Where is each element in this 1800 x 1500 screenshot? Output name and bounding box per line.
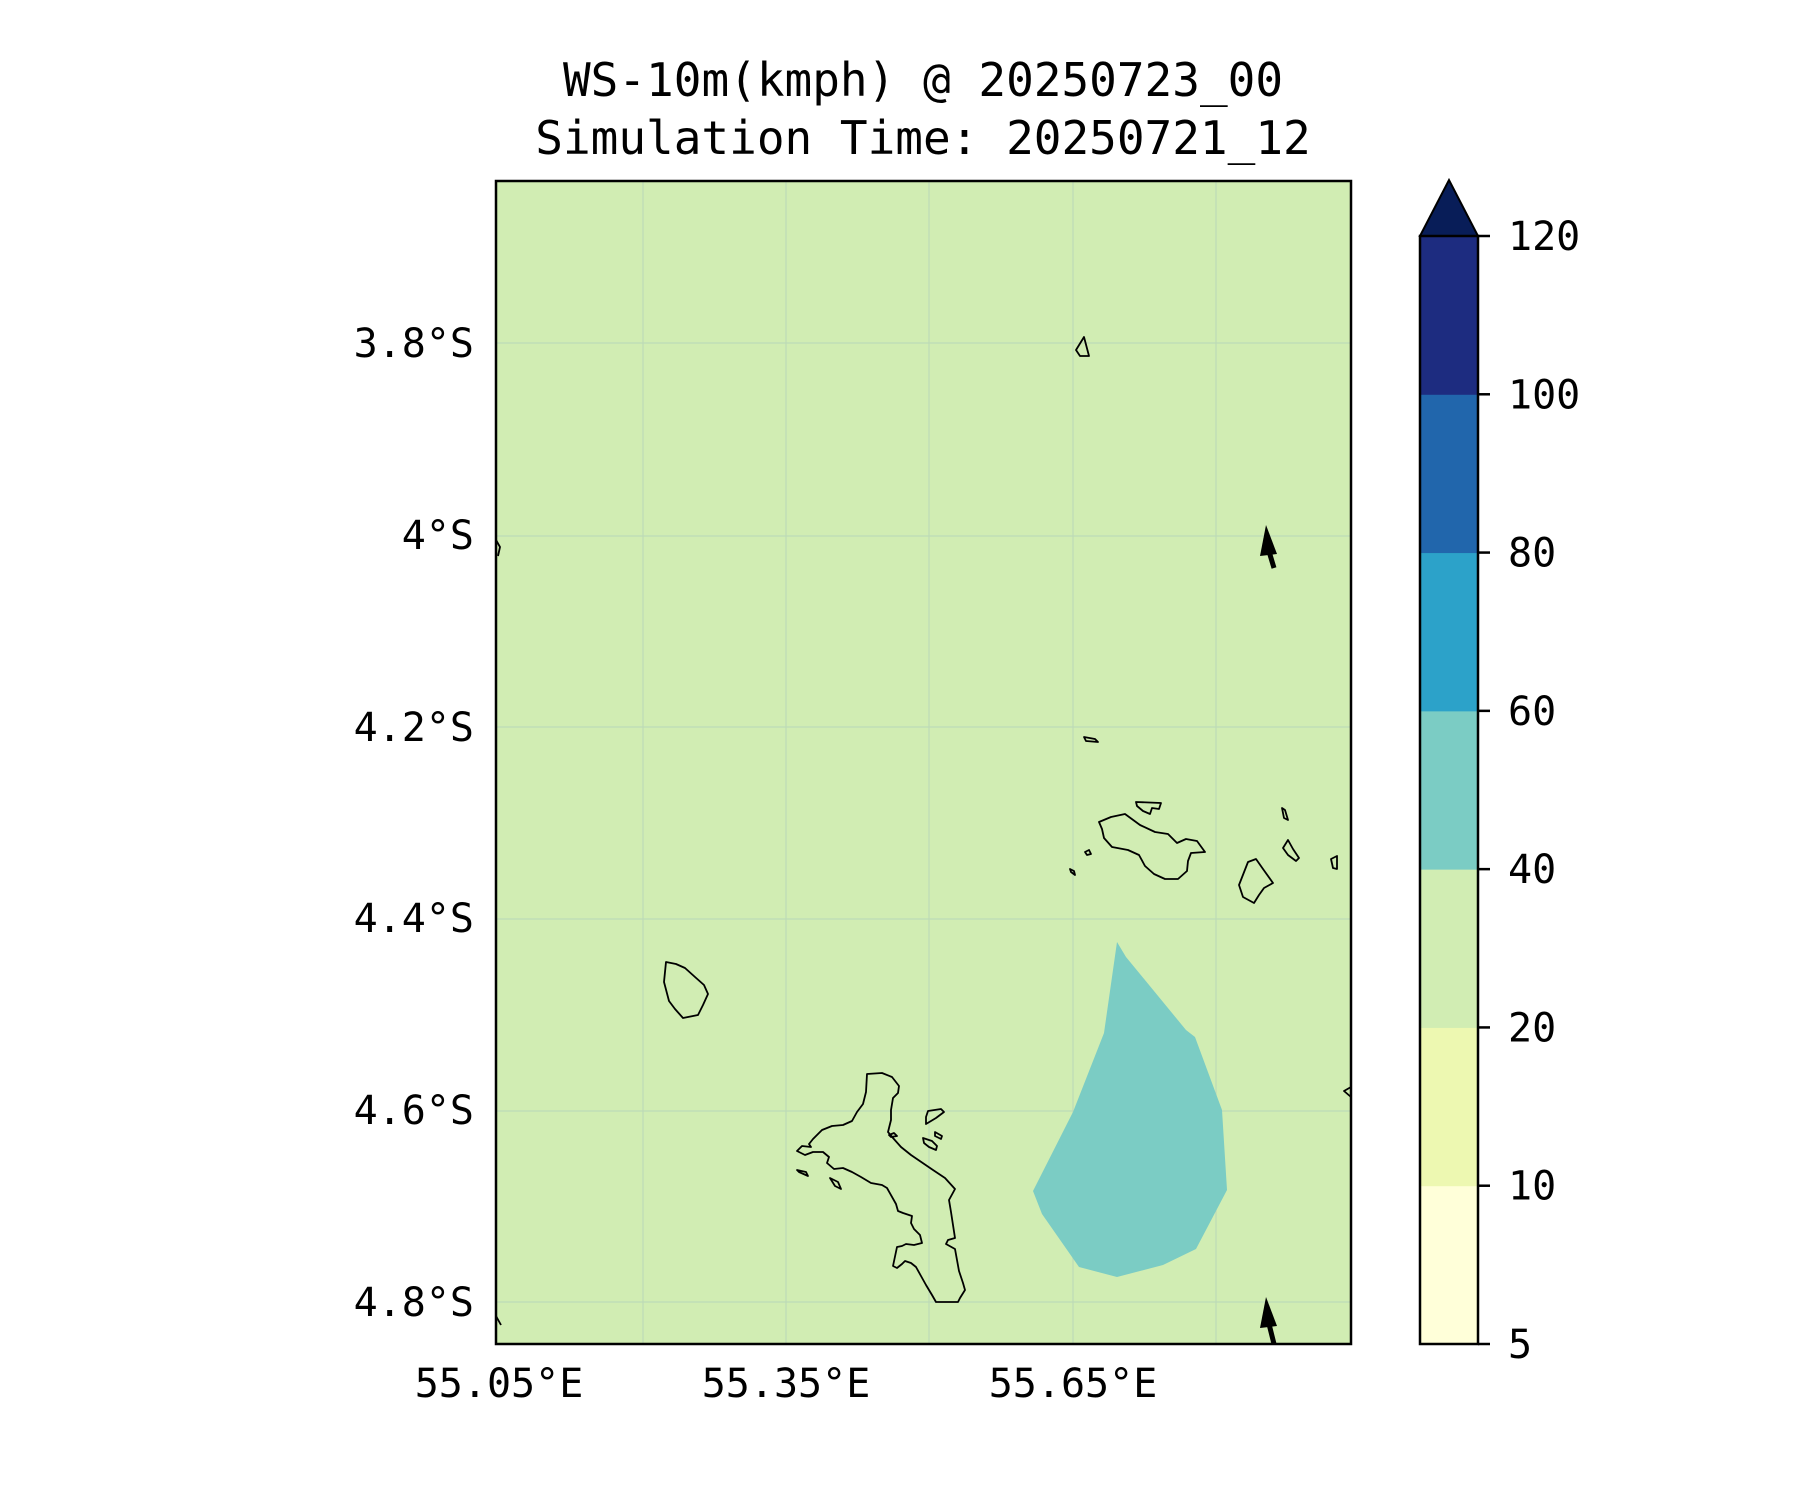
colorbar-frame [1418,234,1480,1346]
coastline-islet [888,1132,898,1138]
coastline-islet [922,1137,938,1151]
coastline-edge-fragment [496,539,501,557]
colorbar-tick-label: 20 [1508,1005,1556,1051]
coastline-silhouette [663,961,709,1019]
coastline-edge-fragment [1343,1086,1351,1098]
colorbar-segment [1420,236,1478,395]
coastline-islet [796,1169,809,1177]
lon-tick-label: 55.65°E [989,1361,1158,1407]
coastline-praslin [1098,813,1206,880]
colorbar-tick-label: 10 [1508,1164,1556,1210]
lon-axis: 55.05°E 55.35°E 55.65°E [415,1361,1158,1407]
colorbar-tick-label: 60 [1508,689,1556,735]
lon-tick-label: 55.05°E [415,1361,584,1407]
lat-tick-label: 4.4°S [354,896,474,942]
colorbar-tick-label: 120 [1508,214,1580,260]
coastlines [496,336,1351,1326]
colorbar-extend-arrow [1418,177,1480,237]
title-line-1: WS-10m(kmph) @ 20250723_00 [563,53,1283,107]
coastline-islet [925,1108,945,1125]
colorbar-segment [1420,710,1478,870]
coastline-islet [1083,736,1099,743]
coastline-islet [1330,855,1338,870]
coastline-islet [1135,801,1162,815]
lat-tick-label: 4°S [402,513,474,559]
colorbar-tick-label: 40 [1508,847,1556,893]
colorbar-segment [1420,394,1478,554]
coastline-islet [934,1131,943,1140]
lon-tick-label: 55.35°E [702,1361,871,1407]
lat-tick-label: 4.8°S [354,1280,474,1326]
coastline-mahe [796,1072,966,1303]
coastline-la-digue [1238,858,1274,904]
plot-area [496,181,1351,1344]
colorbar-segment [1420,1185,1478,1345]
wind-arrow [1260,525,1277,569]
lat-tick-label: 3.8°S [354,321,474,367]
colorbar-tick-label: 5 [1508,1322,1532,1368]
coastline-islet [1282,839,1300,862]
wind-arrow [1260,1297,1277,1344]
coastline-islet [1084,849,1092,856]
lat-axis: 3.8°S 4°S 4.2°S 4.4°S 4.6°S 4.8°S [354,321,474,1326]
plot-frame [494,179,1353,1346]
title-line-2: Simulation Time: 20250721_12 [535,111,1310,165]
colorbar-segment [1420,552,1478,712]
colorbar: 5 10 20 40 60 80 100 120 [1418,177,1580,1368]
colorbar-segment [1420,869,1478,1028]
colorbar-tick-label: 80 [1508,531,1556,577]
coastline-islet [1281,807,1289,821]
wind-contour-40-60 [1033,942,1227,1277]
colorbar-segment [1420,1027,1478,1187]
lat-tick-label: 4.2°S [354,705,474,751]
lat-tick-label: 4.6°S [354,1088,474,1134]
colorbar-tick-label: 100 [1508,372,1580,418]
coastline-islet [829,1177,842,1190]
wind-arrows [1260,525,1277,1344]
coastline-islet [1069,868,1076,876]
coastline-islet [1075,336,1090,357]
